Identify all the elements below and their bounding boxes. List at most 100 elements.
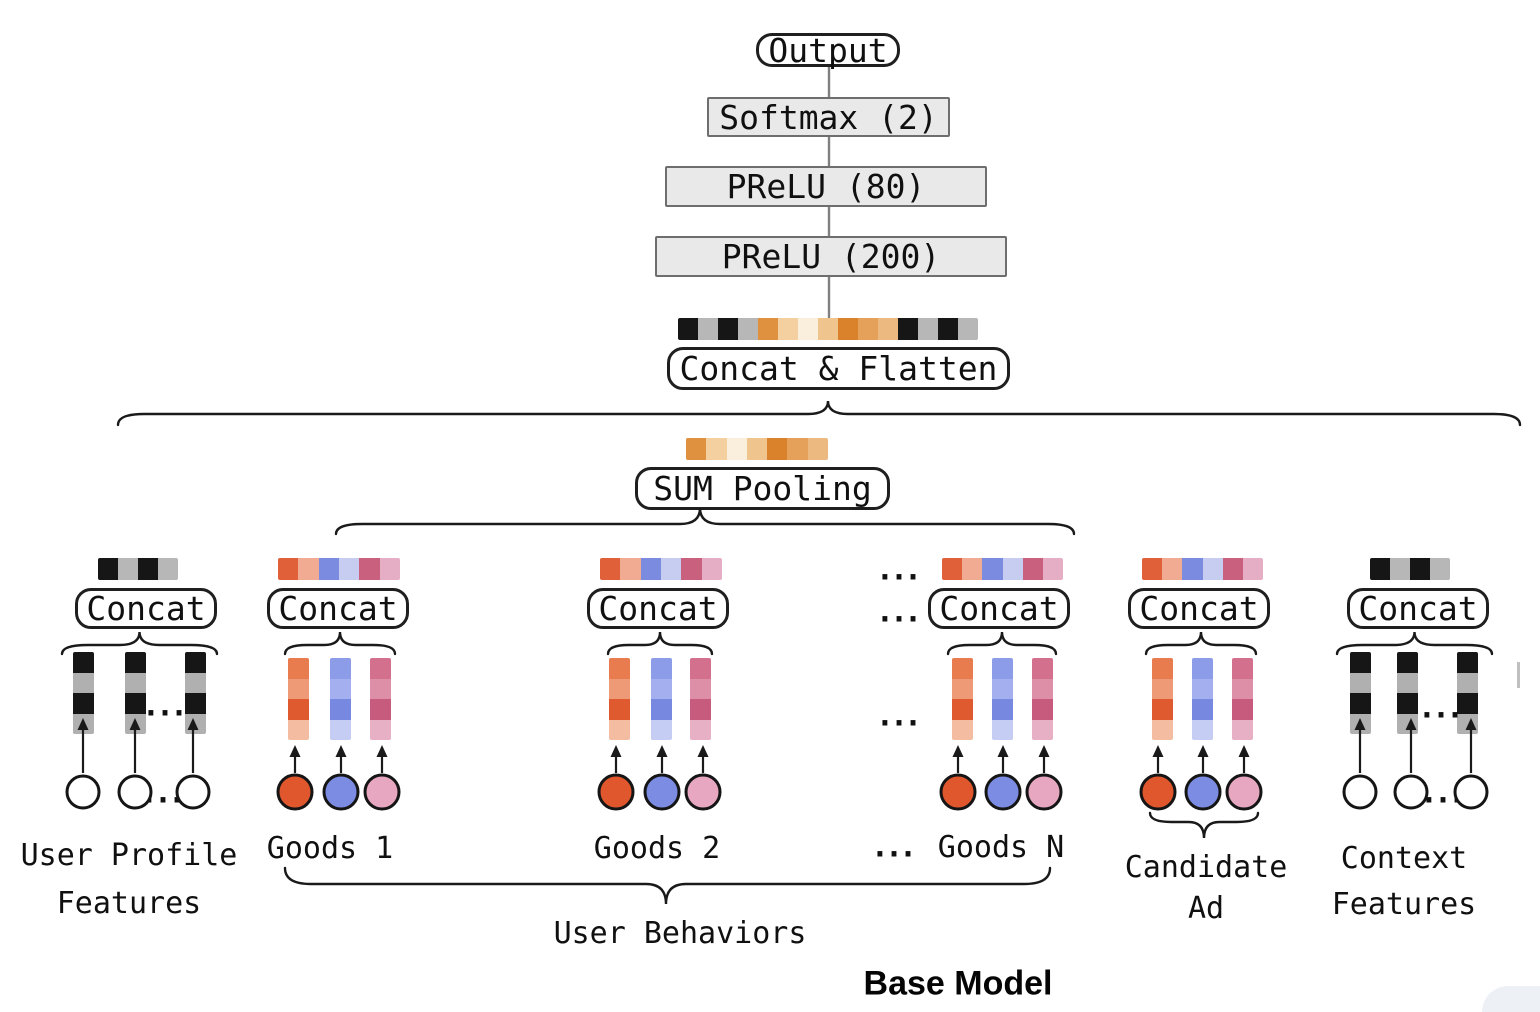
- cell-3: [1152, 719, 1173, 740]
- prelu-80-layer-box: PReLU (80): [665, 166, 987, 207]
- cell-3: [1397, 713, 1418, 734]
- cell-1: [1032, 678, 1053, 699]
- goods-n-input-node-0: [939, 773, 977, 811]
- user-behaviors-underbrace: [283, 866, 1052, 905]
- goods-1-input-node-2: [363, 773, 401, 811]
- cell-0: [370, 658, 391, 679]
- bottom-right-corner-artifact: [1482, 986, 1540, 1012]
- goods-n-ellipsis-0: ...: [875, 552, 922, 588]
- cell-0: [73, 652, 94, 673]
- context-features-embedding-strip: [1370, 558, 1450, 580]
- cell-2: [288, 699, 309, 720]
- cell-2: [1152, 699, 1173, 720]
- goods-1-input-node-0: [276, 773, 314, 811]
- cell-2: [185, 693, 206, 714]
- user-behaviors-group-label: User Behaviors: [553, 916, 807, 951]
- cell-3: [338, 558, 360, 580]
- cell-1: [962, 558, 983, 580]
- user-profile-features-ellipsis-0: ...: [141, 688, 188, 724]
- cell-0: [600, 558, 621, 580]
- cell-3: [370, 719, 391, 740]
- cell-6: [807, 438, 828, 460]
- cell-0: [690, 658, 711, 679]
- goods-n-concat-overbrace: [946, 631, 1058, 656]
- context-features-ellipsis-0: ...: [1417, 690, 1464, 726]
- cell-1: [690, 678, 711, 699]
- cell-3: [660, 558, 682, 580]
- cell-1: [992, 678, 1013, 699]
- cell-3: [1032, 719, 1053, 740]
- cell-1: [651, 678, 672, 699]
- concat-flatten-box: Concat & Flatten: [667, 347, 1010, 390]
- cell-4: [359, 558, 380, 580]
- cell-0: [1370, 558, 1390, 580]
- goods-2-embedding-bar-2: [690, 658, 711, 740]
- cell-13: [938, 318, 958, 340]
- cell-3: [185, 713, 206, 734]
- context-features-embedding-bar-2: [1457, 652, 1478, 734]
- cell-2: [1350, 693, 1371, 714]
- user-profile-features-embedding-strip: [98, 558, 178, 580]
- cell-2: [1192, 699, 1213, 720]
- cell-1: [118, 558, 138, 580]
- cell-2: [952, 699, 973, 720]
- cell-0: [651, 658, 672, 679]
- cell-0: [1350, 652, 1371, 673]
- cell-2: [330, 699, 351, 720]
- cell-0: [609, 658, 630, 679]
- candidate-ad-arrow-0-head: [1152, 745, 1164, 757]
- cell-3: [651, 719, 672, 740]
- goods-2-input-node-0: [597, 773, 635, 811]
- cell-11: [898, 318, 918, 340]
- cell-5: [787, 438, 808, 460]
- cell-0: [125, 652, 146, 673]
- context-features-input-node-0: [1342, 774, 1378, 810]
- cell-1: [370, 678, 391, 699]
- cell-6: [798, 318, 818, 340]
- context-features-embedding-bar-1: [1397, 652, 1418, 734]
- candidate-ad-arrow-1-head: [1197, 745, 1209, 757]
- cell-1: [609, 678, 630, 699]
- cell-5: [701, 558, 722, 580]
- cell-0: [1142, 558, 1163, 580]
- cell-3: [738, 318, 758, 340]
- goods-n-embedding-bar-2: [1032, 658, 1053, 740]
- context-features-concat-overbrace: [1335, 631, 1494, 656]
- cell-0: [942, 558, 963, 580]
- cell-1: [1162, 558, 1183, 580]
- candidate-ad-arrow-2-head: [1238, 745, 1250, 757]
- softmax-layer-box: Softmax (2): [707, 97, 950, 137]
- cell-2: [1032, 699, 1053, 720]
- cell-1: [1192, 678, 1213, 699]
- candidate-ad-embedding-strip: [1142, 558, 1263, 580]
- cell-1: [330, 678, 351, 699]
- output-box: Output: [756, 33, 900, 67]
- cell-2: [318, 558, 339, 580]
- cell-1: [1390, 558, 1410, 580]
- sum-pooling-overbrace: [334, 507, 1076, 536]
- sum-pooling-box: SUM Pooling: [635, 467, 890, 510]
- cell-3: [1350, 713, 1371, 734]
- cell-0: [1232, 658, 1253, 679]
- context-features-label-line-0: Context: [1340, 841, 1468, 876]
- goods-1-input-node-1: [322, 773, 360, 811]
- cell-4: [1222, 558, 1243, 580]
- goods-1-arrow-1-head: [335, 745, 347, 757]
- cell-5: [1242, 558, 1263, 580]
- goods-2-arrow-2-head: [697, 745, 709, 757]
- candidate-ad-embedding-bar-0: [1152, 658, 1173, 740]
- user-profile-features-label-line-0: User Profile: [20, 838, 238, 873]
- goods-n-label-line-0: Goods N: [937, 830, 1065, 865]
- cell-2: [726, 438, 747, 460]
- context-features-embedding-bar-0: [1350, 652, 1371, 734]
- cell-2: [718, 318, 738, 340]
- cell-2: [982, 558, 1003, 580]
- cell-1: [125, 672, 146, 693]
- cell-2: [125, 693, 146, 714]
- cell-2: [370, 699, 391, 720]
- cell-3: [1202, 558, 1223, 580]
- cell-4: [758, 318, 778, 340]
- cell-0: [1397, 652, 1418, 673]
- goods-1-arrow-0-head: [289, 745, 301, 757]
- cell-1: [1350, 672, 1371, 693]
